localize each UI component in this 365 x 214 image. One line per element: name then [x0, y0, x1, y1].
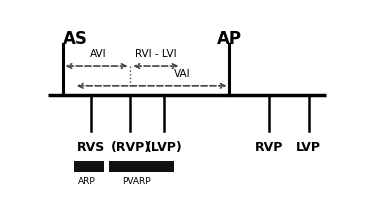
Text: ARP: ARP [78, 177, 96, 186]
Bar [74, 161, 104, 171]
Text: LVP: LVP [296, 141, 321, 154]
Text: AVI: AVI [90, 49, 106, 59]
Text: VAI: VAI [174, 69, 191, 79]
Text: PVARP: PVARP [122, 177, 150, 186]
Text: RVI - LVI: RVI - LVI [135, 49, 177, 59]
Text: RVS: RVS [77, 141, 105, 154]
Text: AP: AP [217, 30, 242, 48]
Text: (LVP): (LVP) [146, 141, 183, 154]
Text: (RVP): (RVP) [111, 141, 150, 154]
Text: RVP: RVP [255, 141, 283, 154]
Text: AS: AS [63, 30, 88, 48]
Bar [109, 161, 174, 171]
